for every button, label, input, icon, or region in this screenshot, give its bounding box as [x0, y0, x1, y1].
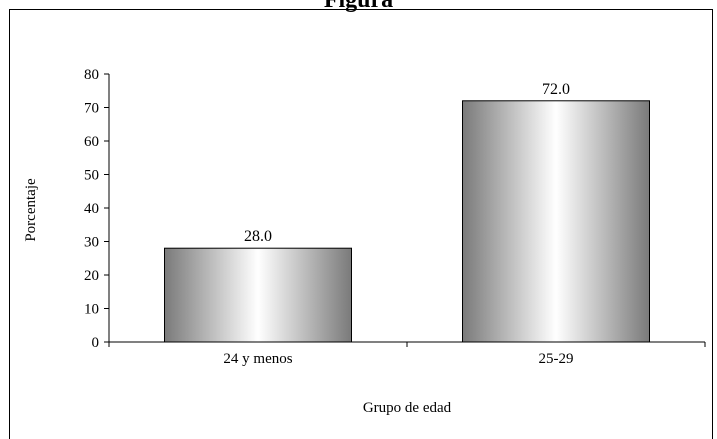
- y-tick-label: 20: [84, 268, 99, 284]
- chart-title: Figura: [323, 0, 394, 13]
- y-tick-label: 30: [84, 235, 99, 251]
- labels: 28.0 24 y menos 72.0 25-29: [223, 81, 573, 367]
- bar: [164, 247, 352, 343]
- data-label: 28.0: [244, 228, 272, 245]
- data-label: 72.0: [542, 81, 570, 98]
- x-tick-label: 24 y menos: [223, 351, 292, 367]
- y-tick-label: 40: [84, 201, 99, 217]
- chart-frame: [9, 9, 713, 439]
- y-tick-label: 10: [84, 302, 99, 318]
- y-axis-title: Porcentaje: [23, 178, 39, 242]
- y-tick-label: 0: [92, 335, 100, 351]
- x-axis-title: Grupo de edad: [363, 400, 452, 416]
- y-tick-label: 50: [84, 168, 99, 184]
- y-tick-label: 60: [84, 134, 99, 150]
- y-tick-label: 70: [84, 101, 99, 117]
- bars: [164, 100, 650, 343]
- y-tick-label: 80: [84, 67, 99, 83]
- x-tick-label: 25-29: [539, 351, 574, 367]
- bar: [462, 100, 650, 343]
